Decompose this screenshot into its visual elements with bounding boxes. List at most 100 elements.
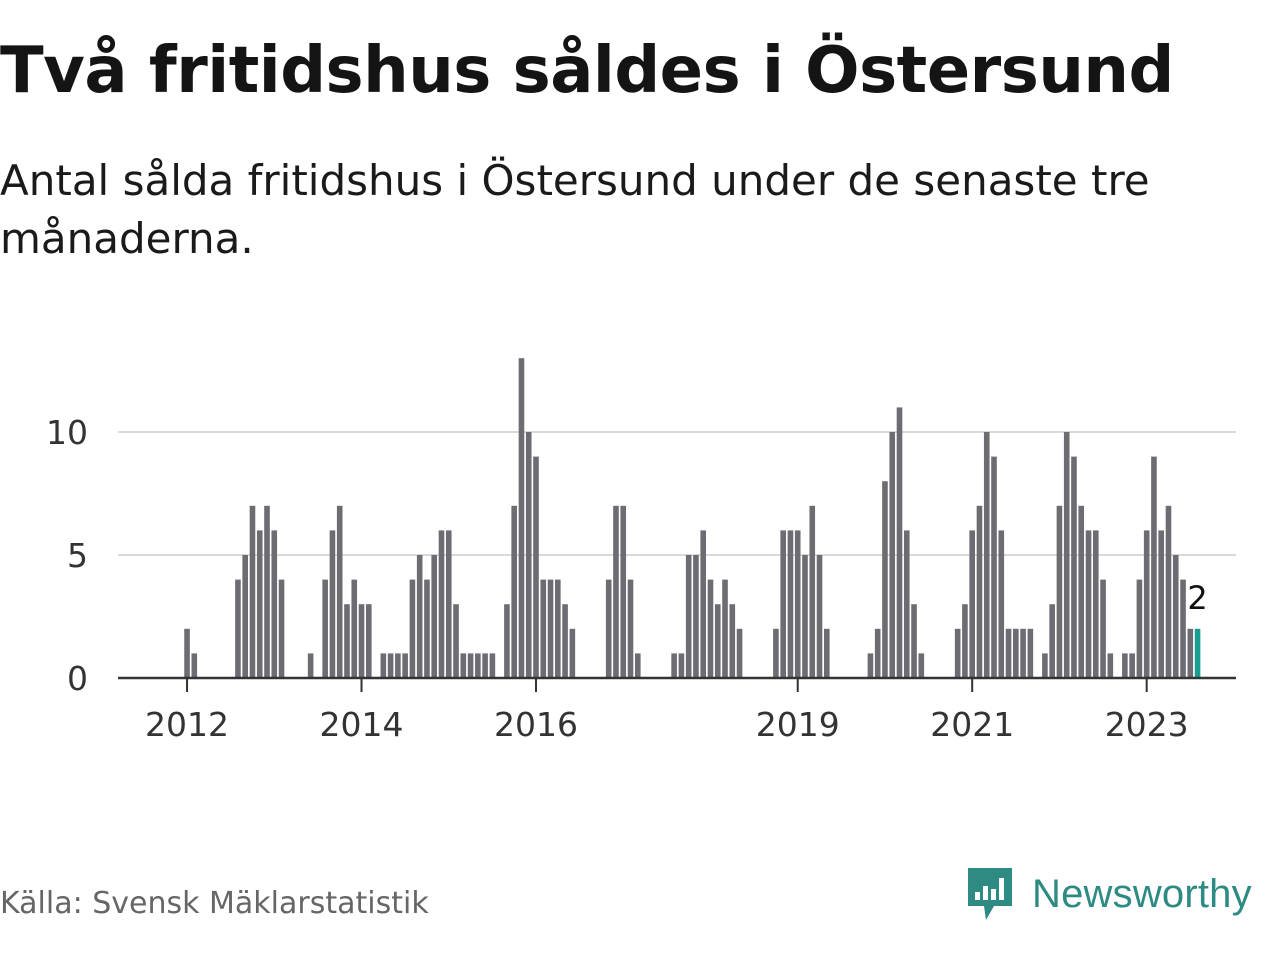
bar bbox=[962, 604, 968, 678]
bar bbox=[533, 456, 539, 678]
bar bbox=[976, 505, 983, 678]
bar bbox=[983, 432, 990, 678]
source-note: Källa: Svensk Mäklarstatistik bbox=[0, 886, 429, 921]
x-tick-label: 2021 bbox=[930, 705, 1014, 744]
annotations: 2 bbox=[1184, 576, 1210, 620]
brand-name: Newsworthy bbox=[1032, 871, 1252, 916]
x-tick-label: 2012 bbox=[145, 705, 229, 744]
bar bbox=[460, 653, 467, 678]
bar bbox=[954, 628, 961, 678]
bar bbox=[969, 530, 975, 678]
bar bbox=[271, 530, 278, 678]
bar bbox=[191, 653, 198, 678]
bar bbox=[1187, 628, 1194, 678]
gridlines bbox=[118, 431, 1236, 556]
bar bbox=[613, 505, 619, 678]
bar bbox=[402, 653, 408, 678]
bar bbox=[787, 530, 794, 678]
bar bbox=[482, 653, 488, 678]
bar bbox=[380, 653, 387, 678]
bar bbox=[431, 555, 438, 678]
page-subtitle: Antal sålda fritidshus i Östersund under… bbox=[0, 156, 1150, 263]
bar bbox=[242, 555, 248, 678]
bar bbox=[1085, 530, 1092, 678]
last-value-label: 2 bbox=[1187, 579, 1207, 617]
bar bbox=[998, 530, 1005, 678]
bar bbox=[605, 579, 612, 678]
bar bbox=[634, 653, 641, 678]
bar bbox=[467, 653, 474, 678]
bar bbox=[1136, 579, 1143, 678]
bar bbox=[1129, 653, 1135, 678]
bar bbox=[235, 579, 241, 678]
bar bbox=[911, 604, 917, 678]
bar bbox=[1122, 653, 1128, 678]
bar bbox=[184, 628, 190, 678]
bar bbox=[1100, 579, 1106, 678]
bar bbox=[700, 530, 707, 678]
bar bbox=[1056, 505, 1063, 678]
x-tick-label: 2014 bbox=[320, 705, 404, 744]
bar bbox=[329, 530, 336, 678]
bar bbox=[336, 505, 343, 678]
bar bbox=[344, 604, 350, 678]
bar bbox=[1049, 604, 1055, 678]
bar bbox=[322, 579, 328, 678]
bar bbox=[620, 505, 627, 678]
bar bbox=[678, 653, 685, 678]
bar bbox=[562, 604, 568, 678]
bar bbox=[1071, 456, 1077, 678]
bar bbox=[1013, 628, 1019, 678]
bar bbox=[438, 530, 445, 678]
x-tick-label: 2019 bbox=[756, 705, 840, 744]
bar bbox=[1180, 579, 1186, 678]
y-tick-label: 0 bbox=[67, 659, 88, 698]
bar-highlight bbox=[1194, 628, 1201, 678]
bar bbox=[264, 505, 270, 678]
bar bbox=[707, 579, 714, 678]
bar bbox=[424, 579, 430, 678]
bar bbox=[249, 505, 256, 678]
bar bbox=[736, 628, 743, 678]
y-tick-label: 5 bbox=[67, 536, 88, 575]
bar bbox=[518, 358, 525, 678]
x-tick-label: 2016 bbox=[494, 705, 578, 744]
bar bbox=[453, 604, 459, 678]
bar bbox=[1158, 530, 1165, 678]
bar bbox=[1143, 530, 1150, 678]
bar bbox=[882, 481, 888, 678]
bar bbox=[1042, 653, 1048, 678]
bar-chart: 0 5 10 2012 2014 2016 2019 2021 2023 2 bbox=[46, 358, 1236, 744]
bar bbox=[278, 579, 285, 678]
page-title: Två fritidshus såldes i Östersund bbox=[0, 34, 1174, 108]
y-tick-label: 10 bbox=[46, 413, 88, 452]
bar bbox=[395, 653, 401, 678]
bar bbox=[729, 604, 736, 678]
bar bbox=[903, 530, 910, 678]
bar bbox=[365, 604, 372, 678]
bar bbox=[569, 628, 576, 678]
bar bbox=[525, 432, 532, 678]
x-tick-label: 2023 bbox=[1105, 705, 1189, 744]
bar bbox=[1078, 505, 1085, 678]
bar bbox=[307, 653, 314, 678]
bar bbox=[1107, 653, 1114, 678]
bar bbox=[358, 604, 365, 678]
bar bbox=[475, 653, 481, 678]
bar bbox=[1151, 456, 1157, 678]
bars bbox=[184, 358, 1201, 678]
brand-logo[interactable]: Newsworthy bbox=[964, 864, 1252, 924]
bar bbox=[409, 579, 416, 678]
bar bbox=[511, 505, 517, 678]
bar bbox=[1092, 530, 1099, 678]
bar bbox=[504, 604, 510, 678]
bar bbox=[918, 653, 925, 678]
bar bbox=[1020, 628, 1026, 678]
bar bbox=[256, 530, 263, 678]
bar bbox=[555, 579, 561, 678]
bar bbox=[445, 530, 452, 678]
bar bbox=[489, 653, 496, 678]
bar bbox=[816, 555, 823, 678]
bar bbox=[351, 579, 358, 678]
bar bbox=[671, 653, 677, 678]
